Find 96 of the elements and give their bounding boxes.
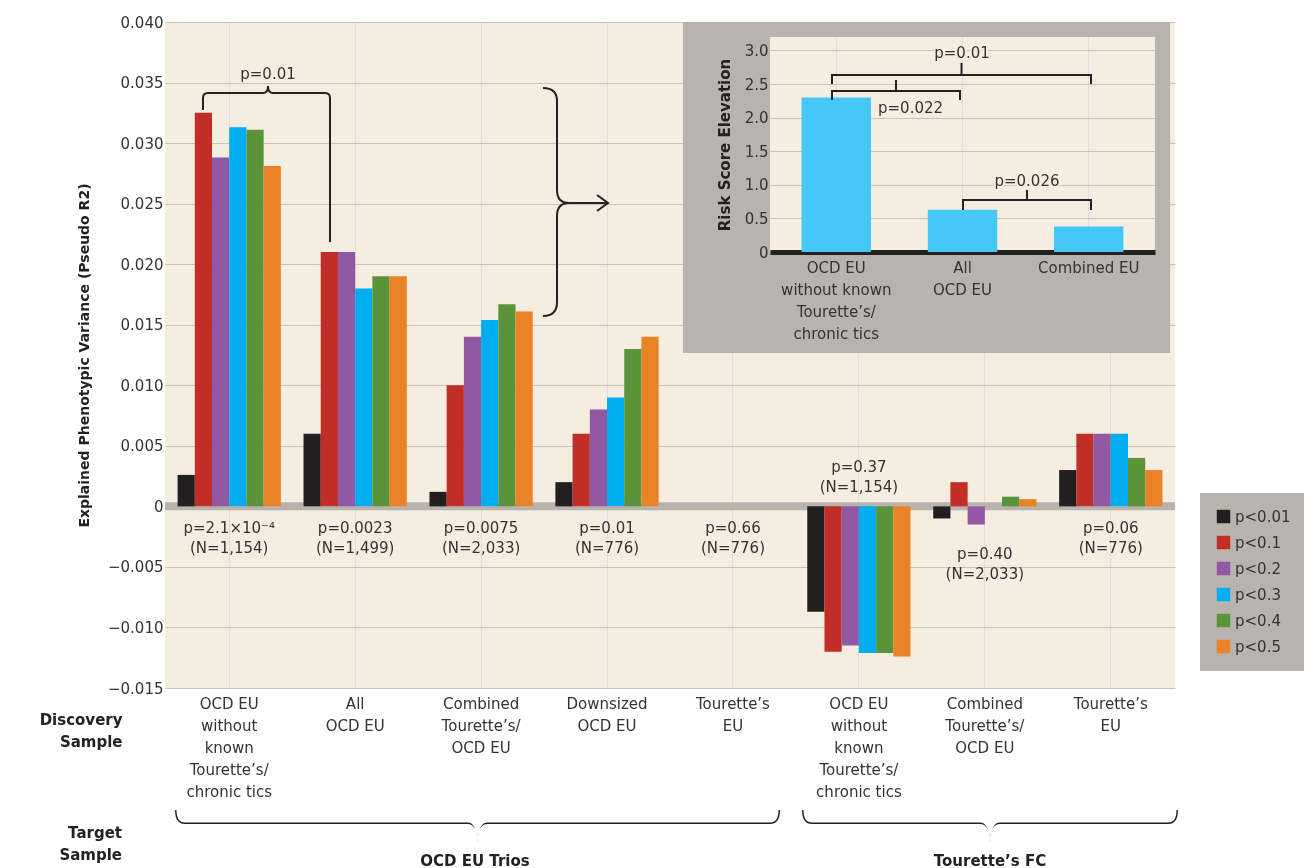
- bar: [303, 433, 321, 507]
- x-tick-label: Tourette’s EU: [694, 694, 771, 735]
- y-tick-label: 0.5: [744, 209, 769, 228]
- x-tick-label: Tourette’s EU: [1072, 694, 1148, 735]
- annotation: p=0.66 (N=776): [700, 519, 766, 557]
- x-tick-label: OCD EU without known Tourette’s/ chronic tics: [186, 694, 273, 801]
- bar: [389, 276, 407, 507]
- legend-label: p<0.2: [1235, 559, 1281, 578]
- legend-label: p<0.1: [1235, 533, 1281, 552]
- bar: [212, 157, 230, 507]
- x-tick-label: All OCD EU: [932, 258, 993, 299]
- bar: [446, 385, 464, 507]
- bar: [463, 336, 482, 507]
- x-tick-label: Downsized OCD EU: [566, 694, 648, 735]
- y-tick-label: 0.035: [120, 74, 164, 93]
- bar: [372, 276, 390, 507]
- bar: [1145, 470, 1163, 507]
- bar: [607, 397, 625, 507]
- bar: [1110, 433, 1128, 507]
- annotation: p=0.01: [934, 44, 990, 62]
- x-tick-label: OCD EU without known Tourette’s/ chronic tics: [781, 258, 892, 343]
- bar: [824, 506, 842, 652]
- y-tick-label: 2.5: [744, 75, 769, 94]
- bar: [1093, 433, 1111, 507]
- bar: [841, 506, 859, 646]
- y-tick-label: −0.005: [107, 558, 164, 577]
- y-tick-label: 0.030: [120, 134, 164, 153]
- x-axis-title: Discovery Sample: [39, 710, 123, 751]
- bar: [1076, 433, 1094, 507]
- text: Tourette’s FC: [933, 852, 1047, 868]
- bar: [515, 311, 533, 507]
- y-tick-label: −0.015: [107, 679, 164, 698]
- legend-label: p<0.01: [1235, 507, 1291, 526]
- y-tick-label: 0.040: [120, 13, 164, 32]
- y-tick-label: 0: [758, 243, 769, 262]
- bar: [229, 127, 247, 507]
- bar: [320, 252, 338, 507]
- annotation: p=0.026: [994, 172, 1060, 190]
- bar: [429, 491, 447, 507]
- y-tick-label: 0.015: [120, 316, 164, 335]
- annotation: p=2.1×10⁻⁴ (N=1,154): [183, 519, 275, 557]
- bar: [1127, 457, 1146, 507]
- bar: [194, 112, 213, 507]
- legend-label: p<0.5: [1235, 637, 1281, 656]
- y-tick-label: 2.0: [744, 109, 769, 128]
- y-tick-label: 0: [153, 497, 164, 516]
- x-tick-label: Combined Tourette’s/ OCD EU: [440, 694, 522, 757]
- bar: [933, 506, 951, 519]
- y-tick-label: 0.025: [120, 195, 164, 214]
- text: OCD EU Trios: [420, 852, 530, 868]
- bar: [481, 319, 499, 507]
- x-tick-label: Combined Tourette’s/ OCD EU: [944, 694, 1026, 757]
- annotation: p=0.37 (N=1,154): [819, 458, 899, 496]
- annotation: p=0.06 (N=776): [1078, 519, 1143, 557]
- bar: [589, 409, 608, 507]
- bar: [1059, 470, 1077, 507]
- bar: [1002, 496, 1020, 507]
- bar: [624, 348, 642, 507]
- bar: [807, 506, 825, 612]
- bar: [572, 433, 590, 507]
- y-tick-label: 0.010: [120, 376, 164, 395]
- y-tick-label: 1.5: [744, 142, 769, 161]
- annotation: p=0.0075 (N=2,033): [441, 519, 521, 557]
- y-tick-label: 0.005: [120, 437, 164, 456]
- y-tick-label: 0.020: [120, 255, 164, 274]
- text: Target Sample: [59, 824, 122, 864]
- annotation: p=0.0023 (N=1,499): [315, 519, 395, 557]
- bar: [355, 288, 373, 507]
- y-axis-title: Risk Score Elevation: [715, 58, 734, 232]
- y-tick-label: 3.0: [744, 41, 769, 60]
- annotation: p=0.01 (N=776): [574, 519, 640, 557]
- bar: [876, 506, 894, 653]
- bar: [263, 166, 281, 507]
- y-tick-label: 1.0: [744, 176, 769, 195]
- bar: [177, 474, 195, 507]
- annotation: p=0.40 (N=2,033): [945, 545, 1025, 583]
- x-tick-label: All OCD EU: [325, 694, 385, 735]
- legend-label: p<0.3: [1235, 585, 1281, 604]
- bar: [641, 336, 659, 507]
- annotation: p=0.01: [240, 65, 296, 83]
- bar: [246, 129, 264, 507]
- legend-label: p<0.4: [1235, 611, 1281, 630]
- bar: [893, 506, 911, 657]
- bar: [858, 506, 877, 653]
- bar: [555, 482, 573, 507]
- bar: [337, 252, 356, 507]
- bar: [1019, 499, 1037, 507]
- bar: [1054, 226, 1124, 252]
- bar: [498, 304, 516, 507]
- bar: [967, 506, 985, 525]
- x-tick-label: Combined EU: [1038, 258, 1140, 277]
- x-tick-label: OCD EU without known Tourette’s/ chronic tics: [816, 694, 902, 801]
- bar: [950, 482, 968, 507]
- y-tick-label: −0.010: [107, 618, 164, 637]
- annotation: p=0.022: [878, 99, 944, 117]
- y-axis-title: Explained Phenotypic Variance (Pseudo R2): [75, 183, 92, 528]
